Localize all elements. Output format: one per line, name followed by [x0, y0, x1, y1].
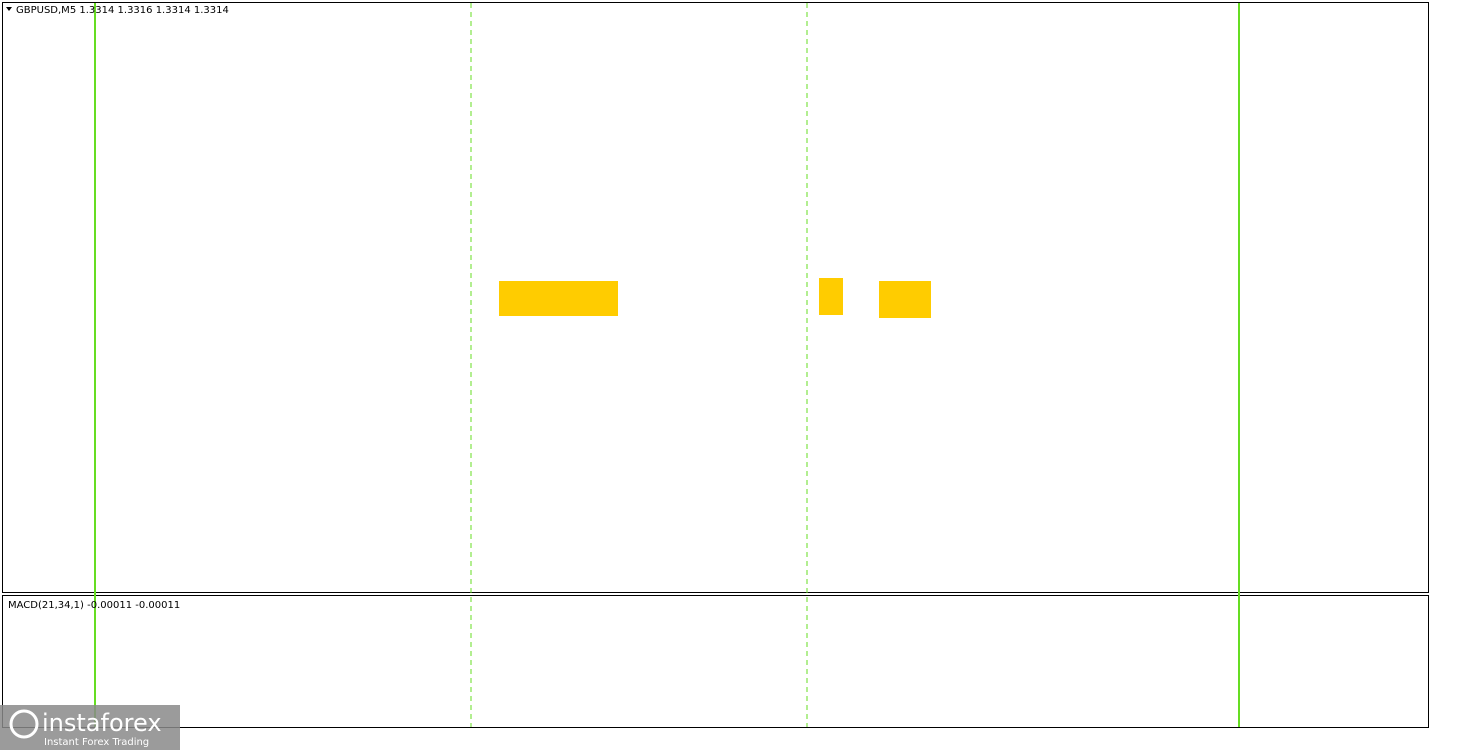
logo-tagline: Instant Forex Trading: [44, 737, 149, 748]
menu-arrow: [6, 7, 12, 11]
chart-title: GBPUSD,M5 1.3314 1.3316 1.3314 1.3314: [16, 5, 229, 16]
main-panel: [2, 2, 1429, 593]
logo-name: instaforex: [42, 709, 162, 737]
macd-title: MACD(21,34,1) -0.00011 -0.00011: [8, 600, 180, 611]
macd-panel: [2, 595, 1429, 728]
signal-zone: [499, 281, 618, 316]
logo-icon: [9, 709, 39, 739]
signal-zone: [879, 281, 931, 318]
logo: instaforex Instant Forex Trading: [0, 705, 180, 750]
signal-zone: [819, 278, 843, 315]
